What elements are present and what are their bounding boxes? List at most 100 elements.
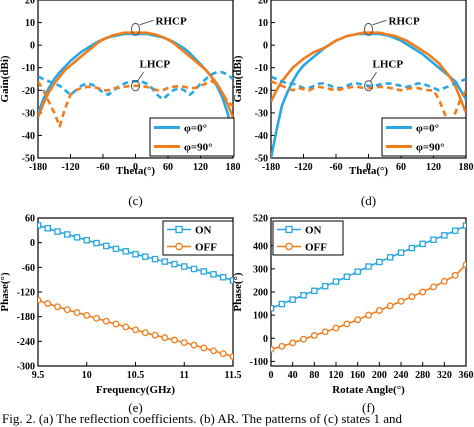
data-point-off — [54, 303, 61, 311]
data-point-on — [419, 240, 426, 248]
x-tick-label: 0 — [269, 370, 274, 381]
x-tick-label: 10 — [82, 370, 92, 381]
data-point-off — [462, 261, 466, 269]
data-point-on — [300, 291, 307, 299]
data-point-off — [343, 320, 351, 328]
data-point-off — [271, 345, 275, 353]
legend: ON OFF — [272, 220, 344, 256]
legend-label: φ=90° — [416, 142, 445, 154]
y-tick-label: -10 — [255, 63, 268, 74]
data-point-on — [38, 222, 42, 229]
legend: φ=0° φ=90° — [149, 117, 235, 157]
legend-marker-square — [175, 225, 183, 234]
data-point-off — [171, 336, 178, 344]
y-tick-label: 400 — [253, 241, 268, 252]
data-point-on — [462, 222, 466, 229]
legend-marker-circle — [285, 242, 293, 251]
data-point-on — [229, 277, 233, 284]
lhcp-arrow — [370, 71, 377, 82]
data-point-off — [219, 350, 227, 358]
rhcp-label: RHCP — [389, 15, 420, 27]
data-point-off — [122, 323, 130, 331]
y-tick-label: 20 — [258, 0, 268, 7]
data-point-on — [132, 250, 139, 258]
x-tick-label: 11 — [180, 370, 189, 381]
phase-vs-frequency-chart-e: 9.5 10 10.5 11 11.5 60 0 -60 -120 -180 -240 -300 Fre… — [0, 214, 241, 416]
data-point-on — [451, 227, 459, 234]
legend-label: φ=0° — [416, 123, 439, 135]
legend-box — [149, 117, 235, 157]
x-tick-label: 120 — [329, 370, 344, 381]
rhcp-marker-ellipse — [131, 22, 140, 36]
data-point-on — [141, 253, 149, 260]
y-tick-label: -20 — [22, 86, 35, 97]
x-tick-label: 11.5 — [225, 370, 242, 381]
panel-caption: (d) — [361, 193, 376, 208]
data-point-on — [219, 273, 227, 281]
gain-pattern-chart-c: -180 -120 -60 0 60 120 180 20 10 0 -10 -20 -30 -40 -50… — [0, 0, 241, 208]
rhcp-marker-ellipse — [364, 22, 373, 36]
phase-vs-rotate-angle-chart-f: 0 40 80 120 160 200 240 280 320 360 520 400 300 200 10… — [232, 214, 474, 416]
y-tick-label: 100 — [253, 311, 268, 322]
legend-box — [162, 220, 234, 256]
x-tick-label: 0 — [133, 162, 138, 173]
data-point-off — [397, 297, 405, 305]
y-tick-label: 10 — [25, 18, 35, 29]
data-point-off — [365, 311, 372, 319]
legend-marker-circle — [175, 242, 183, 251]
data-point-on — [73, 234, 81, 241]
y-tick-label: -30 — [255, 108, 268, 119]
x-tick-label: -60 — [96, 162, 109, 173]
x-tick-label: -120 — [61, 162, 79, 173]
data-point-on — [151, 255, 159, 263]
data-point-on — [321, 282, 329, 290]
y-tick-label: 200 — [253, 288, 268, 299]
legend-label: ON — [305, 225, 322, 237]
data-point-on — [278, 300, 286, 308]
data-point-off — [332, 324, 340, 332]
x-axis-label: Rotate Angle(°) — [332, 384, 405, 396]
data-point-on — [180, 263, 188, 270]
data-point-on — [289, 296, 296, 303]
x-tick-label: 180 — [226, 162, 241, 173]
data-point-off — [151, 331, 159, 339]
plot-area — [271, 222, 466, 353]
data-point-on — [271, 304, 275, 312]
legend: φ=0° φ=90° — [381, 117, 467, 157]
panel-caption: (c) — [128, 193, 142, 208]
y-tick-label: -30 — [22, 108, 35, 119]
y-tick-label: -40 — [255, 131, 268, 142]
data-point-on — [365, 263, 372, 270]
data-point-on — [190, 265, 198, 273]
x-tick-label: 120 — [193, 162, 208, 173]
data-point-on — [386, 254, 394, 261]
data-point-on — [397, 249, 405, 256]
legend-box — [272, 220, 344, 256]
y-tick-label: -120 — [17, 288, 35, 299]
y-tick-label: 0 — [30, 41, 35, 52]
y-tick-label: 10 — [258, 18, 268, 29]
data-point-off — [419, 288, 427, 296]
x-tick-label: -180 — [262, 162, 280, 173]
data-point-off — [83, 311, 91, 319]
data-point-off — [210, 347, 217, 355]
y-tick-label: -40 — [22, 131, 35, 142]
data-point-off — [141, 329, 149, 337]
data-point-off — [408, 293, 416, 301]
y-tick-label: -100 — [250, 357, 268, 368]
figure-caption: Fig. 2. (a) The reflection coefficients.… — [2, 411, 402, 426]
legend-label: φ=90° — [184, 142, 213, 154]
y-tick-label: 0 — [263, 41, 268, 52]
data-point-on — [430, 236, 437, 243]
data-point-on — [441, 232, 448, 239]
data-point-on — [376, 258, 383, 266]
x-tick-label: 180 — [459, 162, 474, 173]
data-point-off — [310, 332, 318, 339]
data-point-on — [311, 287, 318, 295]
data-point-off — [440, 277, 448, 285]
data-point-off — [386, 302, 394, 310]
data-point-off — [229, 353, 233, 360]
x-axis-label: Theta(°) — [116, 165, 156, 177]
y-tick-label: 300 — [253, 264, 268, 275]
x-tick-label: 360 — [459, 370, 474, 381]
